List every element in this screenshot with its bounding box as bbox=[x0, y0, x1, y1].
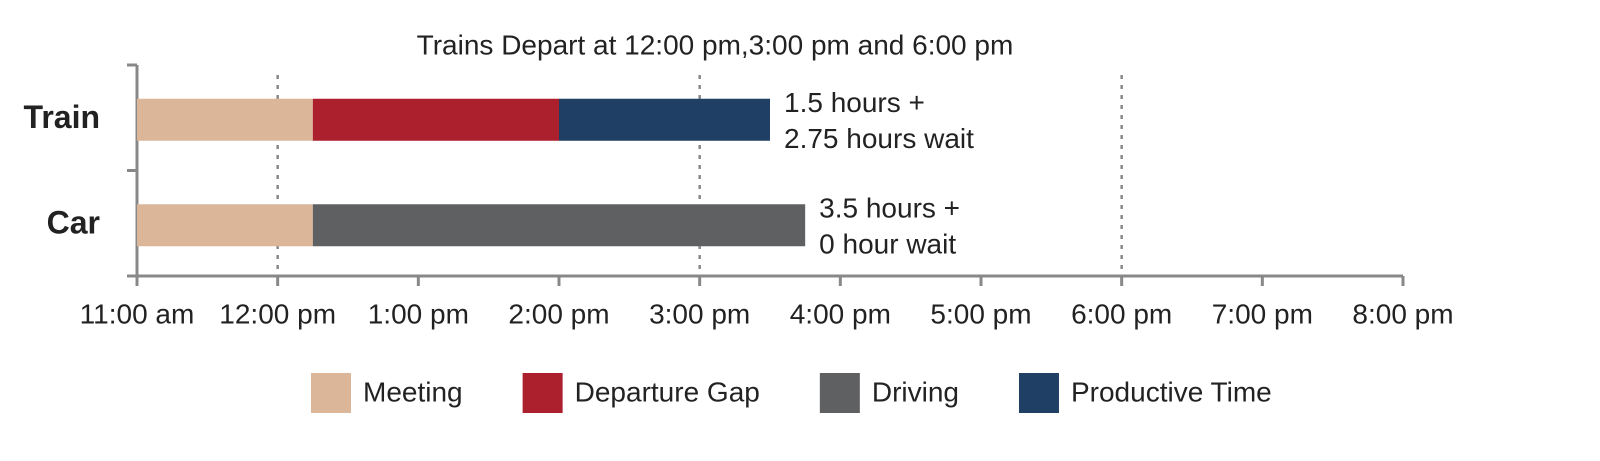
x-tick-label: 12:00 pm bbox=[219, 298, 336, 329]
legend-label: Driving bbox=[872, 376, 959, 407]
x-tick-label: 5:00 pm bbox=[930, 298, 1031, 329]
x-tick-label: 7:00 pm bbox=[1212, 298, 1313, 329]
x-tick-label: 2:00 pm bbox=[508, 298, 609, 329]
x-tick-label: 6:00 pm bbox=[1071, 298, 1172, 329]
legend-swatch bbox=[1018, 373, 1059, 413]
legend-swatch bbox=[819, 373, 860, 413]
chart-title: Trains Depart at 12:00 pm,3:00 pm and 6:… bbox=[417, 29, 1014, 60]
legend-label: Departure Gap bbox=[575, 376, 760, 407]
bar-segment bbox=[559, 98, 770, 141]
bar-segment bbox=[312, 98, 559, 141]
bar-segment bbox=[137, 98, 313, 141]
x-tick-label: 4:00 pm bbox=[790, 298, 891, 329]
legend-swatch bbox=[311, 373, 351, 413]
bar-segment bbox=[312, 204, 806, 247]
x-tick-label: 1:00 pm bbox=[368, 298, 469, 329]
annotation: 1.5 hours + bbox=[784, 87, 925, 118]
category-label: Train bbox=[24, 99, 100, 135]
bar-segment bbox=[137, 204, 313, 247]
annotation: 3.5 hours + bbox=[819, 193, 960, 224]
x-tick-label: 11:00 am bbox=[80, 298, 195, 329]
annotation: 0 hour wait bbox=[819, 229, 956, 260]
legend-label: Productive Time bbox=[1071, 376, 1272, 407]
legend-label: Meeting bbox=[363, 376, 463, 407]
x-tick-label: 8:00 pm bbox=[1352, 298, 1453, 329]
x-tick-label: 3:00 pm bbox=[649, 298, 750, 329]
category-label: Car bbox=[47, 205, 100, 241]
legend-swatch bbox=[522, 373, 563, 413]
annotation: 2.75 hours wait bbox=[784, 123, 974, 154]
